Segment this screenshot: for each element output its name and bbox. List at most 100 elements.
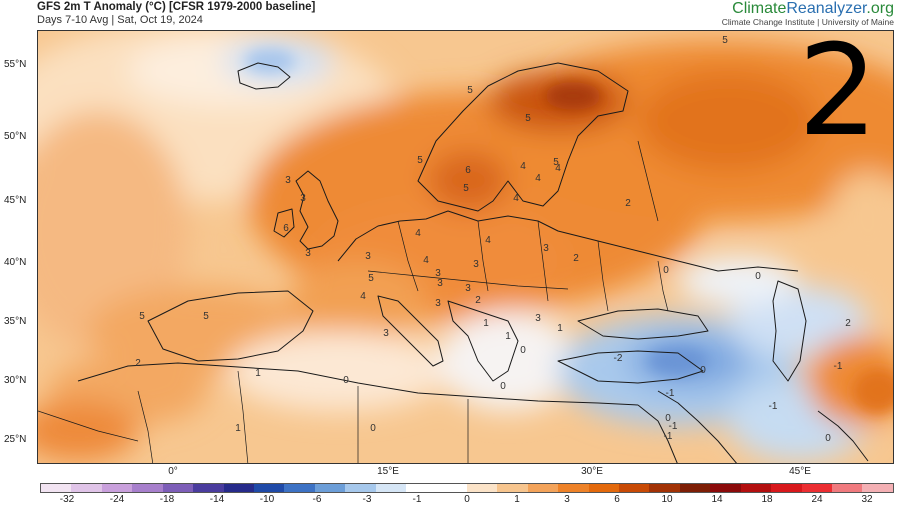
contour-label: 4 (535, 173, 541, 184)
brand-part-org: .org (866, 0, 894, 17)
contour-label: 3 (285, 175, 291, 186)
colorbar-label: 0 (464, 494, 470, 505)
brand-subtitle: Climate Change Institute | University of… (721, 17, 894, 27)
brand-part-reanalyzer: Reanalyzer (786, 0, 867, 17)
contour-label: -1 (834, 361, 843, 372)
colorbar-swatch (527, 484, 559, 492)
contour-label: 1 (483, 318, 489, 329)
lat-label-25n: 25°N (4, 434, 27, 445)
contour-label: 4 (485, 235, 491, 246)
colorbar-swatch (497, 484, 528, 492)
contour-label: 5 (722, 35, 728, 46)
lat-label-55n: 55°N (4, 59, 27, 70)
contour-label: 5 (553, 157, 559, 168)
contour-label: -2 (614, 353, 623, 364)
colorbar-label: -3 (362, 494, 372, 505)
colorbar-swatch (740, 484, 772, 492)
brand-logo[interactable]: ClimateReanalyzer.org (732, 0, 894, 18)
contour-label: 5 (525, 113, 531, 124)
contour-label: 5 (463, 183, 469, 194)
contour-label: 5 (368, 273, 374, 284)
contour-label: 5 (417, 155, 423, 166)
contour-label: -1 (664, 431, 673, 442)
colorbar (40, 483, 894, 493)
lon-label-15e: 15°E (377, 466, 399, 477)
overlay-number: 2 (797, 17, 878, 164)
contour-label: 0 (500, 381, 506, 392)
colorbar-swatch (314, 484, 346, 492)
contour-label: 3 (473, 259, 479, 270)
contour-label: 2 (475, 295, 481, 306)
contour-label: 5 (203, 311, 209, 322)
contour-label: -1 (666, 388, 675, 399)
contour-label: 5 (467, 85, 473, 96)
colorbar-label: -18 (159, 494, 175, 505)
colorbar-swatch (193, 484, 224, 492)
contour-label: 2 (625, 198, 631, 209)
colorbar-label: -6 (312, 494, 322, 505)
colorbar-label: -1 (412, 494, 422, 505)
colorbar-label: 10 (661, 494, 673, 505)
colorbar-label: 1 (514, 494, 520, 505)
colorbar-swatch (132, 484, 163, 492)
contour-label: 3 (535, 313, 541, 324)
colorbar-swatch (831, 484, 863, 492)
contour-label: 6 (465, 165, 471, 176)
contour-label: 4 (415, 228, 421, 239)
contour-label: 3 (437, 278, 443, 289)
contour-label: 4 (520, 161, 526, 172)
lon-label-45e: 45°E (789, 466, 811, 477)
colorbar-swatch (101, 484, 133, 492)
colorbar-swatch (801, 484, 832, 492)
colorbar-swatch (771, 484, 802, 492)
contour-label: 1 (235, 423, 241, 434)
contour-label: 0 (663, 265, 669, 276)
contour-label: 4 (360, 291, 366, 302)
colorbar-label: -10 (259, 494, 275, 505)
contour-label: 0 (370, 423, 376, 434)
colorbar-swatch (345, 484, 376, 492)
colorbar-swatch (588, 484, 620, 492)
contour-label: 6 (283, 223, 289, 234)
contour-label: 3 (435, 298, 441, 309)
lat-label-40n: 40°N (4, 257, 27, 268)
contour-label: 0 (755, 271, 761, 282)
contour-label: 0 (520, 345, 526, 356)
contour-label: 3 (300, 193, 306, 204)
colorbar-label: 3 (564, 494, 570, 505)
contour-label: 2 (573, 253, 579, 264)
colorbar-swatch (649, 484, 680, 492)
lat-label-35n: 35°N (4, 316, 27, 327)
contour-label: 4 (513, 193, 519, 204)
contour-label: 2 (135, 358, 141, 369)
colorbar-label: -32 (59, 494, 75, 505)
lat-label-30n: 30°N (4, 375, 27, 386)
colorbar-label: -24 (109, 494, 125, 505)
contour-label: 3 (305, 248, 311, 259)
colorbar-swatch (253, 484, 285, 492)
colorbar-label: 6 (614, 494, 620, 505)
contour-label: -1 (769, 401, 778, 412)
map-title: GFS 2m T Anomaly (°C) [CFSR 1979-2000 ba… (37, 1, 316, 13)
colorbar-swatch (223, 484, 254, 492)
contour-label: 3 (383, 328, 389, 339)
colorbar-label: 32 (861, 494, 873, 505)
contour-label: 3 (543, 243, 549, 254)
colorbar-swatch (679, 484, 711, 492)
contour-label: 0 (665, 413, 671, 424)
colorbar-swatch (71, 484, 102, 492)
contour-label: -1 (669, 421, 678, 432)
colorbar-swatch (41, 484, 72, 492)
contour-label: 2 (845, 318, 851, 329)
contour-label: 1 (557, 323, 563, 334)
lat-label-50n: 50°N (4, 131, 27, 142)
contour-label: 0 (700, 365, 706, 376)
colorbar-swatch (436, 484, 467, 492)
contour-label: 4 (423, 255, 429, 266)
colorbar-swatch (862, 484, 893, 492)
brand-part-climate: Climate (732, 0, 787, 17)
colorbar-label: -14 (209, 494, 225, 505)
lon-label-30e: 30°E (581, 466, 603, 477)
